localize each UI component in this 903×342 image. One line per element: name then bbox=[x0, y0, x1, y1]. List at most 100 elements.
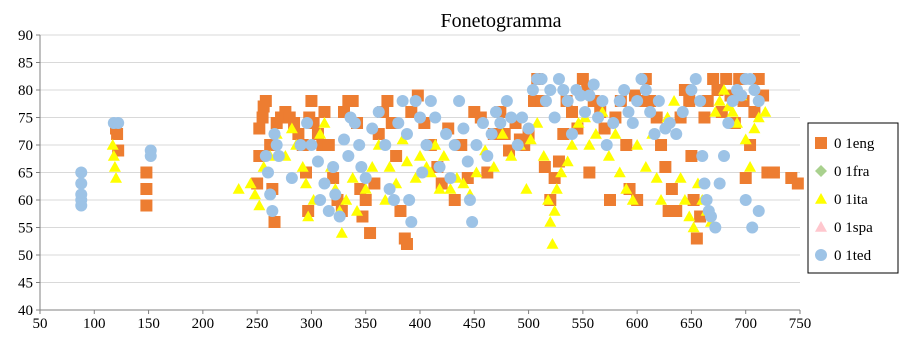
point-01eng bbox=[604, 194, 616, 206]
y-tick-label: 50 bbox=[18, 248, 33, 264]
point-01eng bbox=[140, 199, 153, 212]
point-01ted bbox=[305, 139, 318, 151]
point-01ted bbox=[652, 95, 665, 107]
point-01eng bbox=[394, 205, 407, 217]
point-01eng bbox=[683, 95, 696, 107]
point-01ted bbox=[676, 106, 689, 118]
legend-entry: 0 1spa bbox=[834, 220, 873, 236]
point-01ita bbox=[589, 128, 602, 139]
point-01ita bbox=[487, 161, 500, 172]
point-01ita bbox=[548, 205, 561, 216]
point-01ita bbox=[537, 150, 550, 161]
point-01ita bbox=[107, 150, 120, 161]
point-01ita bbox=[300, 177, 312, 189]
point-01eng bbox=[566, 106, 578, 118]
point-01ted bbox=[383, 183, 396, 195]
point-01ted bbox=[318, 177, 331, 190]
point-01ita bbox=[359, 183, 372, 194]
x-tick-label: 450 bbox=[463, 316, 486, 332]
point-01eng bbox=[253, 122, 266, 135]
point-01eng bbox=[381, 95, 394, 107]
point-01ted bbox=[709, 221, 722, 234]
point-01ted bbox=[596, 95, 609, 107]
point-01eng bbox=[644, 95, 657, 107]
point-01ita bbox=[531, 117, 544, 128]
point-01ted bbox=[259, 150, 272, 162]
point-01ita bbox=[650, 172, 663, 183]
x-tick-label: 250 bbox=[246, 316, 269, 332]
point-01ted bbox=[592, 111, 605, 124]
point-01eng bbox=[552, 155, 565, 168]
point-01ita bbox=[496, 128, 509, 139]
point-01ted bbox=[409, 95, 422, 107]
point-01ted bbox=[626, 117, 639, 129]
point-01ted bbox=[746, 221, 759, 234]
point-01ita bbox=[396, 133, 409, 145]
point-01ita bbox=[379, 194, 392, 205]
point-01ted bbox=[583, 89, 596, 102]
point-01eng bbox=[111, 128, 124, 140]
point-01ted bbox=[359, 172, 372, 184]
point-01ita bbox=[457, 177, 470, 189]
point-01ita bbox=[335, 227, 348, 238]
point-01ted bbox=[644, 106, 657, 118]
y-tick-label: 40 bbox=[18, 303, 33, 319]
point-01ted bbox=[466, 216, 479, 228]
point-01eng bbox=[448, 194, 461, 206]
point-01ita bbox=[351, 205, 364, 216]
point-01ted bbox=[618, 84, 631, 96]
point-01ted bbox=[461, 155, 474, 168]
point-01ita bbox=[433, 183, 446, 194]
point-01eng bbox=[576, 73, 589, 85]
y-tick-label: 55 bbox=[18, 221, 33, 237]
point-01eng bbox=[690, 232, 703, 245]
point-01ted bbox=[698, 177, 711, 190]
legend-entry: 0 1ted bbox=[834, 248, 872, 264]
point-01ted bbox=[429, 111, 442, 124]
point-01ted bbox=[75, 166, 88, 179]
point-01eng bbox=[655, 139, 668, 151]
point-01eng bbox=[346, 95, 359, 107]
y-tick-label: 80 bbox=[18, 83, 33, 99]
point-01ita bbox=[550, 183, 563, 194]
point-01ted bbox=[416, 166, 429, 179]
point-01ita bbox=[655, 194, 668, 205]
point-01ita bbox=[400, 155, 413, 167]
point-01ita bbox=[602, 150, 615, 161]
point-01ted bbox=[366, 122, 379, 135]
point-01ted bbox=[607, 117, 620, 129]
point-01eng bbox=[620, 139, 633, 151]
point-01eng bbox=[268, 216, 281, 228]
point-01ted bbox=[622, 106, 635, 118]
legend-entry: 0 1ita bbox=[834, 192, 868, 208]
point-01ted bbox=[75, 199, 88, 212]
point-01ted bbox=[648, 128, 661, 140]
point-01ted bbox=[566, 128, 578, 140]
point-01ted bbox=[301, 117, 314, 129]
point-01ted bbox=[744, 73, 757, 85]
point-01ita bbox=[759, 106, 772, 117]
point-01ita bbox=[108, 161, 121, 172]
point-01ted bbox=[635, 73, 648, 85]
point-01ita bbox=[678, 194, 691, 205]
legend: 0 1eng 0 1fra 0 1ita 0 1spa 0 1ted bbox=[807, 122, 899, 274]
point-01ita bbox=[520, 183, 533, 194]
point-01ted bbox=[485, 128, 498, 140]
point-01ted bbox=[400, 128, 413, 140]
point-01ted bbox=[511, 139, 524, 151]
point-01ita bbox=[713, 95, 726, 106]
point-01ita bbox=[424, 166, 437, 178]
point-01ita bbox=[555, 166, 568, 178]
point-01ted bbox=[481, 150, 494, 162]
point-01ita bbox=[583, 139, 596, 150]
x-tick-label: 700 bbox=[734, 316, 757, 332]
point-01ted bbox=[322, 205, 335, 217]
legend-marker bbox=[815, 165, 827, 177]
point-01ted bbox=[396, 95, 409, 107]
point-01ita bbox=[731, 117, 744, 128]
point-01eng bbox=[583, 166, 596, 179]
point-01ita bbox=[340, 194, 353, 205]
y-tick-label: 75 bbox=[18, 111, 33, 127]
point-01ita bbox=[626, 194, 639, 205]
